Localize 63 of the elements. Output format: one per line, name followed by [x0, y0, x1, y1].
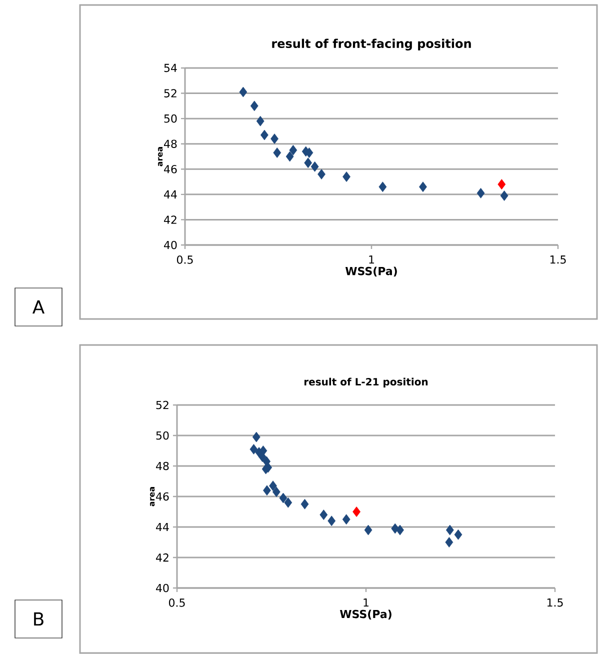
x-tick-label: 1.5 — [547, 598, 563, 607]
point — [476, 188, 485, 198]
y-tick-label: 46 — [164, 164, 177, 174]
point — [500, 190, 508, 201]
point — [256, 116, 264, 126]
y-tick-label: 48 — [156, 462, 169, 470]
point — [272, 486, 280, 498]
point — [446, 524, 454, 536]
point — [352, 506, 360, 517]
point — [250, 100, 258, 112]
y-axis-title: area — [150, 487, 155, 506]
y-tick-label: 46 — [156, 492, 169, 501]
point — [286, 151, 294, 162]
point — [273, 148, 282, 158]
y-tick-label: 50 — [164, 114, 177, 123]
y-tick-label: 44 — [156, 522, 169, 532]
x-tick-label: 1.5 — [550, 256, 566, 264]
y-tick-label: 44 — [164, 190, 177, 198]
point — [378, 182, 387, 192]
point — [279, 492, 288, 504]
point — [239, 86, 248, 98]
x-axis-title: WSS(Pa) — [340, 610, 392, 620]
x-axis-title: WSS(Pa) — [345, 266, 397, 277]
point — [300, 498, 309, 510]
y-tick-label: 42 — [164, 216, 176, 224]
point — [454, 529, 462, 540]
y-tick-label: 50 — [156, 431, 169, 440]
y-tick-label: 52 — [156, 400, 168, 410]
y-axis-title: area — [158, 147, 163, 166]
x-tick-label: 1 — [364, 598, 368, 607]
point — [342, 172, 350, 182]
point — [320, 510, 328, 520]
point — [270, 134, 278, 144]
y-tick-label: 52 — [164, 89, 176, 98]
x-tick-label: 0.5 — [168, 598, 185, 607]
point — [498, 179, 506, 190]
y-tick-label: 40 — [164, 240, 177, 250]
point — [263, 485, 271, 496]
point — [284, 497, 292, 508]
point — [364, 524, 372, 536]
text: A — [32, 300, 45, 314]
point — [445, 537, 454, 548]
x-tick-label: 1 — [369, 256, 374, 264]
point — [328, 516, 336, 526]
point — [289, 144, 298, 156]
y-tick-label: 40 — [156, 584, 169, 592]
point — [396, 524, 404, 536]
point — [252, 432, 260, 442]
point — [419, 182, 427, 192]
chart-title: result of front-facing position — [272, 38, 471, 50]
point — [250, 444, 258, 454]
point — [260, 130, 268, 140]
point — [304, 158, 312, 168]
x-tick-label: 0.5 — [176, 256, 193, 264]
y-tick-label: 42 — [156, 553, 168, 562]
point — [310, 161, 319, 172]
point — [269, 480, 277, 492]
point — [342, 514, 350, 525]
y-tick-label: 54 — [164, 64, 177, 72]
y-tick-label: 48 — [164, 140, 177, 148]
point — [318, 169, 326, 180]
chart-title: result of L-21 position — [304, 378, 428, 388]
text: B — [34, 612, 44, 626]
